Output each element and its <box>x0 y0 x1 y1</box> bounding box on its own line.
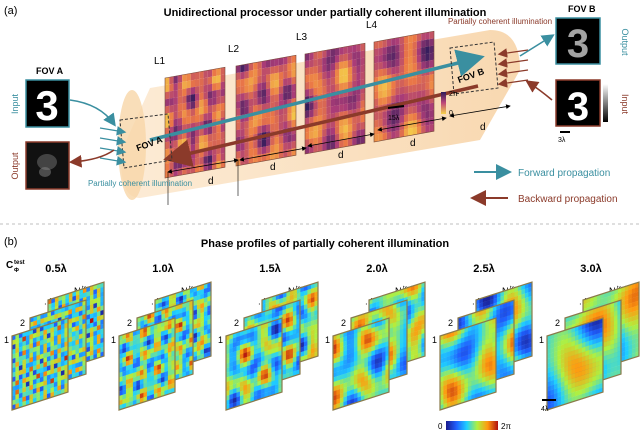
phase-profile-sheet <box>225 317 283 411</box>
phase-stacks: 0.5λNtestΦ⋰211.0λNtestΦ⋰211.5λNtestΦ⋰212… <box>4 263 640 411</box>
stack-index-2: 2 <box>555 318 560 328</box>
pci-right-label: Partially coherent illumination <box>448 17 552 26</box>
panel-b-title: Phase profiles of partially coherent ill… <box>201 238 449 250</box>
phase-column-2: 1.0λNtestΦ⋰21 <box>111 263 212 411</box>
legend-backward-label: Backward propagation <box>518 194 618 205</box>
forward-arrow-main <box>149 49 485 142</box>
fov-b-input-image <box>555 79 601 127</box>
fov-b-output-image: 3 <box>555 17 601 66</box>
spacing-label-5: d <box>480 122 486 133</box>
stack-index-2: 2 <box>341 318 346 328</box>
layer-colorbar-min: 0 <box>449 110 453 117</box>
panel-b-label: (b) <box>4 236 17 248</box>
output-label-left: Output <box>10 152 20 180</box>
illumination-arrows-right <box>497 48 529 88</box>
phase-profile-sheet <box>118 317 176 411</box>
spacing-arrows <box>167 104 511 205</box>
coherence-value-label: 1.0λ <box>152 263 173 275</box>
fov-a-label: FOV A <box>36 66 64 76</box>
fov-scale-label: 3λ <box>558 137 566 144</box>
fov-a-input-digit: 3 <box>35 82 58 129</box>
coherence-value-label: 0.5λ <box>45 263 66 275</box>
c-subscript: Φ <box>14 268 19 274</box>
output-arrow-left <box>68 149 115 168</box>
phase-column-4: 2.0λNtestΦ⋰21 <box>325 263 426 411</box>
layer-colorbar-max: 2π <box>449 91 458 98</box>
layer-label-3: L3 <box>296 32 308 43</box>
phase-profile-sheet <box>439 317 497 411</box>
layer-label-1: L1 <box>154 56 166 67</box>
spacing-label-1: d <box>208 176 214 187</box>
coherence-value-label: 2.0λ <box>366 263 387 275</box>
phase-profile-sheet <box>11 317 69 411</box>
stack-index-1: 1 <box>4 335 9 345</box>
backward-arrow-main <box>163 84 479 167</box>
phase-colorbar-max: 2π <box>501 422 511 431</box>
layer-scale-label: 15λ <box>388 115 400 122</box>
layer-colorbar <box>441 92 446 114</box>
input-arrow-right <box>525 80 553 101</box>
stack-index-1: 1 <box>325 335 330 345</box>
fov-b-colorbar <box>603 84 608 122</box>
phase-profile-sheet <box>546 317 604 411</box>
coherence-value-label: 2.5λ <box>473 263 494 275</box>
spacing-label-2: d <box>270 162 276 173</box>
legend-forward-label: Forward propagation <box>518 168 610 179</box>
phase-profile-sheet <box>332 317 390 411</box>
phase-scale-label: 4λ <box>541 406 549 413</box>
output-label-right: Output <box>620 28 630 56</box>
panel-a-label: (a) <box>4 5 17 17</box>
stack-index-2: 2 <box>448 318 453 328</box>
phase-column-5: 2.5λNtestΦ⋰21 <box>432 263 533 411</box>
layer-scale-bar <box>387 105 405 109</box>
stack-index-2: 2 <box>20 318 25 328</box>
output-arrow-right <box>519 34 555 57</box>
pci-left-label: Partially coherent illumination <box>88 179 192 188</box>
coherence-value-label: 3.0λ <box>580 263 601 275</box>
phase-column-1: 0.5λNtestΦ⋰21 <box>4 263 105 411</box>
c-superscript: test <box>14 260 25 266</box>
stack-index-1: 1 <box>218 335 223 345</box>
stack-index-1: 1 <box>539 335 544 345</box>
stack-index-2: 2 <box>127 318 132 328</box>
illumination-arrows-left <box>99 126 127 166</box>
phase-profile-sheet <box>261 281 319 375</box>
c-letter: C <box>6 260 13 271</box>
phase-colorbar-min: 0 <box>438 422 443 431</box>
input-label-left: Input <box>10 93 20 114</box>
stack-index-1: 1 <box>432 335 437 345</box>
panel-a-title: Unidirectional processor under partially… <box>164 7 487 19</box>
layer-label-2: L2 <box>228 44 240 55</box>
stack-index-1: 1 <box>111 335 116 345</box>
stack-index-2: 2 <box>234 318 239 328</box>
fov-b-label: FOV B <box>568 4 596 14</box>
fov-b-output-digit: 3 <box>567 22 589 66</box>
layer-label-4: L4 <box>366 20 378 31</box>
fov-a-output-image <box>25 141 70 190</box>
input-label-right: Input <box>620 94 630 115</box>
phase-column-3: 1.5λNtestΦ⋰21 <box>218 263 319 411</box>
coherence-value-label: 1.5λ <box>259 263 280 275</box>
spacing-label-4: d <box>410 138 416 149</box>
phase-colorbar <box>446 421 498 430</box>
c-phi-test-label: C test Φ <box>6 260 25 274</box>
spacing-label-3: d <box>338 150 344 161</box>
phase-column-6: 3.0λNtestΦ⋰21 <box>539 263 640 411</box>
input-arrow-left <box>69 99 116 127</box>
fov-a-input-image <box>25 79 70 128</box>
fov-b-input-digit: 3 <box>567 85 589 129</box>
